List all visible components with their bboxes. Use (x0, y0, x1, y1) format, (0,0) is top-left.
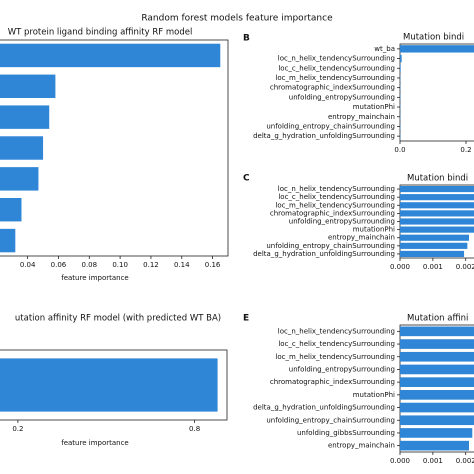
y-tick-label: loc_n_helix_tendencySurrounding (278, 185, 395, 193)
bar (400, 202, 474, 209)
chart-title: WT protein ligand binding affinity RF mo… (8, 28, 193, 38)
y-tick-label: unfolding_entropySurrounding (289, 93, 395, 101)
x-tick-label: 0.04 (20, 261, 36, 269)
chart-title: Mutation bindi (403, 33, 464, 43)
bar (400, 440, 469, 451)
bar (400, 377, 474, 387)
y-tick-label: loc_n_helix_tendencySurrounding (278, 55, 395, 63)
y-tick-label: loc_c_helix_tendencySurrounding (278, 64, 395, 72)
x-tick-label: 0.06 (51, 261, 67, 269)
y-tick-label: wt_ba (374, 45, 395, 53)
figure-title: Random forest models feature importance (141, 14, 333, 24)
bar (400, 234, 469, 241)
y-tick-label: entropy_mainchain (328, 442, 395, 450)
x-tick-label: 0.000 (390, 263, 410, 271)
x-tick-label: 0.001 (423, 263, 443, 271)
bar (400, 194, 474, 201)
bar (400, 415, 474, 426)
y-tick-label: entropy_mainchain (328, 234, 395, 242)
y-tick-label: delta_g_hydration_unfoldingSurrounding (253, 404, 395, 412)
x-axis-label: feature importance (61, 439, 129, 447)
plot-frame (399, 43, 474, 142)
bar (400, 54, 402, 63)
bar (400, 185, 474, 193)
x-tick-label: 0.000 (390, 457, 410, 465)
x-tick-label: 0.16 (205, 261, 221, 269)
bar (400, 45, 474, 53)
y-tick-label: loc_m_helix_tendencySurrounding (275, 353, 395, 361)
y-tick-label: unfolding_entropy_chainSurrounding (266, 242, 395, 250)
y-tick-label: loc_c_helix_tendencySurrounding (278, 340, 395, 348)
chart-title: Mutation affini (407, 314, 468, 324)
y-tick-label: chromatographic_indexSurrounding (270, 378, 395, 386)
bar (0, 358, 218, 412)
x-tick-label: 0.8 (189, 425, 200, 433)
x-tick-label: 0.14 (174, 261, 190, 269)
y-tick-label: delta_g_hydration_unfoldingSurrounding (253, 250, 395, 258)
y-tick-label: delta_g_hydration_unfoldingSurrounding (253, 132, 395, 140)
y-tick-label: loc_c_helix_tendencySurrounding (278, 193, 395, 201)
bar (0, 74, 56, 99)
y-tick-label: chromatographic_indexSurrounding (270, 84, 395, 92)
x-tick-label: 0.001 (423, 457, 443, 465)
bar (400, 210, 474, 217)
y-tick-label: mutationPhi (353, 226, 395, 234)
bar (0, 197, 22, 222)
y-tick-label: loc_m_helix_tendencySurrounding (275, 74, 395, 82)
y-tick-label: entropy_mainchain (328, 113, 395, 121)
bar (400, 242, 468, 249)
plot-frame (399, 324, 474, 453)
chart-title: Mutation bindi (407, 174, 468, 184)
x-tick-label: 0.08 (81, 261, 97, 269)
x-tick-label: 0.2 (12, 425, 23, 433)
plot-frame (0, 349, 228, 421)
bar (0, 136, 44, 160)
panel-label: C (243, 174, 250, 184)
y-tick-label: unfolding_entropySurrounding (289, 365, 395, 373)
chart-title: utation affinity RF model (with predicte… (15, 314, 221, 324)
bar (400, 364, 474, 375)
y-tick-label: mutationPhi (353, 391, 395, 399)
bar (400, 351, 474, 362)
y-tick-label: unfolding_entropy_chainSurrounding (266, 416, 395, 424)
y-tick-label: unfolding_entropySurrounding (289, 218, 395, 226)
panel-label: E (243, 314, 249, 324)
bar (0, 43, 221, 68)
y-tick-label: chromatographic_indexSurrounding (270, 209, 395, 217)
plot-frame (0, 39, 229, 257)
bar (400, 428, 473, 438)
y-tick-label: unfolding_entropy_chainSurrounding (266, 122, 395, 130)
y-tick-label: mutationPhi (353, 103, 395, 111)
bar (0, 167, 39, 191)
bar (400, 402, 474, 413)
bar (0, 228, 16, 253)
x-tick-label: 0.12 (143, 261, 159, 269)
bar (400, 390, 474, 400)
bar (400, 339, 474, 349)
bar (400, 250, 465, 258)
bar (0, 105, 50, 129)
x-tick-label: 0.0 (394, 146, 405, 154)
bar (400, 326, 474, 337)
x-tick-label: 0.2 (460, 146, 471, 154)
x-tick-label: 0.002 (456, 457, 474, 465)
bar (400, 226, 474, 233)
panel-label: B (243, 34, 250, 44)
x-tick-label: 0.10 (112, 261, 128, 269)
x-tick-label: 0.002 (456, 263, 474, 271)
y-tick-label: loc_m_helix_tendencySurrounding (275, 201, 395, 209)
bar (400, 218, 474, 225)
y-tick-label: unfolding_gibbsSurrounding (297, 429, 395, 437)
bar (400, 64, 401, 72)
x-axis-label: feature importance (61, 274, 129, 282)
y-tick-label: loc_n_helix_tendencySurrounding (278, 327, 395, 335)
